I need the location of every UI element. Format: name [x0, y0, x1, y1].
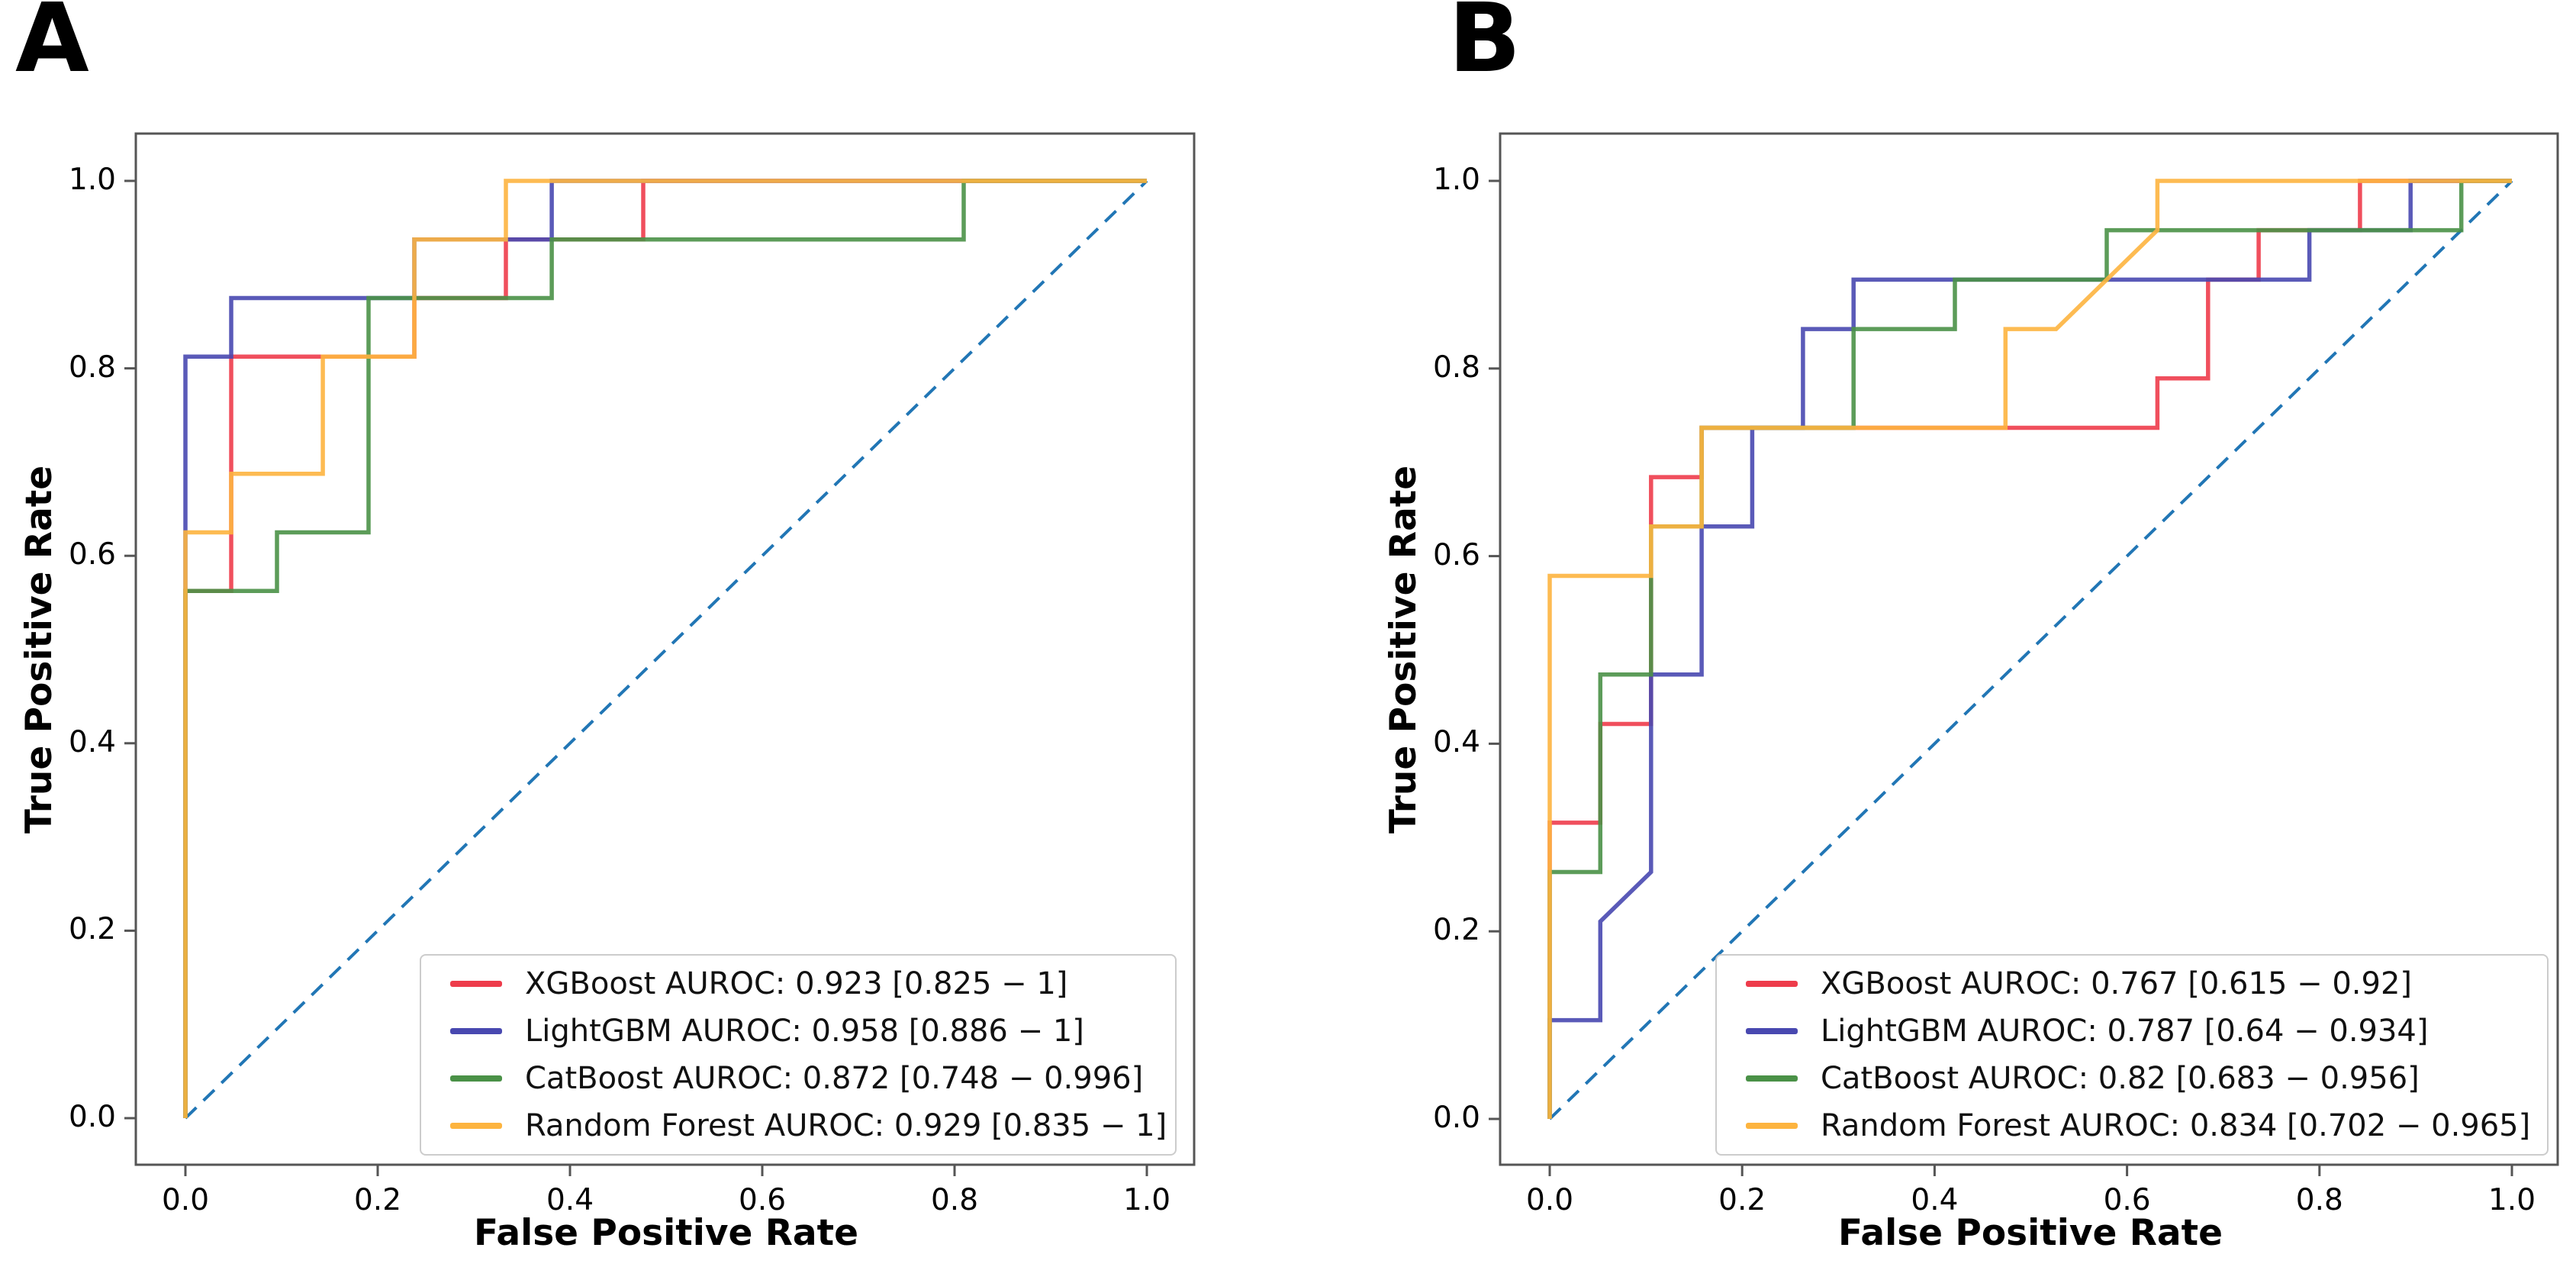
roc-panel-b [1489, 132, 2559, 1176]
roc-curve-random_forest-panel-b [1547, 179, 2512, 1119]
roc-curve-random_forest-panel-a [183, 179, 1147, 1118]
chance-diagonal-line [184, 179, 1148, 1120]
plot-spines [134, 132, 1196, 1166]
roc-curve-catboost-panel-a [183, 179, 1147, 1118]
plot-spines [1499, 132, 2559, 1166]
roc-panel-a [124, 132, 1196, 1176]
chance-diagonal-line [1548, 179, 2513, 1120]
